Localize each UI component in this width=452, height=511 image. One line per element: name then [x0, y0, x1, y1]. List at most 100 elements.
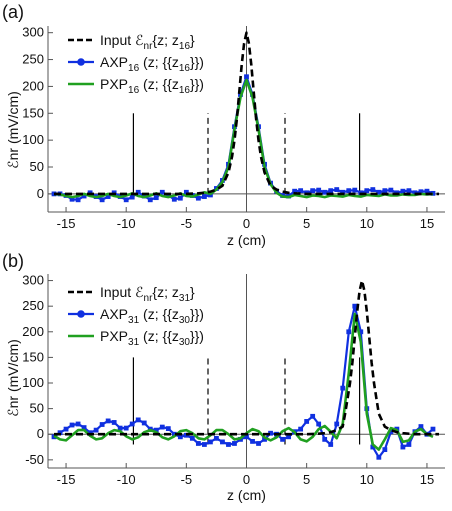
data-point — [388, 187, 394, 193]
data-point — [135, 417, 141, 423]
data-point — [69, 196, 75, 202]
legend-entry: AXP31 (z; {{z30}}) — [100, 306, 204, 326]
y-axis-label: ℰnr (mV/cm) — [5, 91, 21, 169]
data-point — [135, 189, 141, 195]
y-tick-label: 150 — [22, 105, 44, 120]
data-point — [201, 442, 207, 447]
data-point — [376, 189, 382, 195]
data-point — [81, 425, 87, 430]
series-line-2 — [53, 312, 434, 451]
data-point — [195, 195, 201, 201]
y-tick-label: 300 — [22, 273, 44, 288]
data-point — [195, 441, 201, 446]
data-point — [364, 188, 370, 194]
x-axis-label: z (cm) — [227, 487, 266, 503]
y-tick-label: 50 — [30, 159, 44, 174]
data-point — [111, 420, 117, 425]
y-tick-label: 200 — [22, 78, 44, 93]
data-point — [340, 385, 346, 391]
data-point — [159, 189, 165, 195]
data-point — [147, 197, 153, 203]
data-point — [250, 439, 255, 444]
x-tick-label: 15 — [420, 472, 434, 487]
data-point — [280, 436, 285, 442]
x-tick-label: -15 — [57, 216, 76, 231]
data-point — [129, 421, 135, 427]
data-point — [346, 188, 352, 194]
data-point — [304, 419, 310, 424]
data-point — [370, 444, 376, 450]
x-tick-label: -15 — [57, 472, 76, 487]
x-axis-label: z (cm) — [227, 232, 266, 248]
data-point — [256, 441, 261, 446]
series-line-0 — [54, 279, 439, 436]
data-point — [400, 188, 406, 194]
data-point — [352, 303, 358, 309]
data-point — [81, 193, 87, 199]
data-point — [63, 426, 69, 432]
x-tick-label: 0 — [243, 216, 250, 231]
data-point — [117, 425, 123, 431]
y-tick-label: 300 — [22, 25, 44, 40]
data-point — [334, 187, 340, 192]
data-point — [214, 435, 219, 441]
y-axis-label: ℰnr (mV/cm) — [5, 339, 21, 417]
y-tick-label: 0 — [37, 186, 44, 201]
data-point — [189, 435, 195, 441]
x-tick-label: -10 — [117, 216, 136, 231]
data-point — [418, 424, 424, 429]
data-point — [75, 197, 81, 203]
legend-swatch-marker — [77, 58, 85, 66]
data-point — [430, 190, 436, 196]
series-line-2 — [53, 78, 434, 199]
data-point — [334, 421, 340, 427]
data-point — [310, 413, 316, 419]
data-point — [220, 439, 225, 445]
legend-entry: Input ℰnr{z; z16} — [100, 32, 195, 52]
data-point — [292, 188, 298, 194]
data-point — [177, 195, 183, 201]
data-point — [358, 329, 364, 335]
data-point — [99, 422, 105, 427]
data-point — [376, 454, 382, 460]
data-point — [262, 436, 267, 442]
data-point — [406, 442, 412, 447]
data-point — [129, 194, 135, 200]
x-tick-label: 10 — [360, 472, 374, 487]
data-point — [105, 194, 111, 199]
data-point — [322, 189, 328, 195]
y-tick-label: 250 — [22, 298, 44, 313]
legend-entry: PXP31 (z; {{z30}}) — [100, 328, 204, 348]
data-point — [226, 442, 231, 447]
panel-label: (a) — [2, 2, 24, 22]
data-point — [183, 189, 189, 195]
y-tick-label: -50 — [25, 452, 44, 467]
data-point — [340, 189, 346, 195]
x-tick-label: -5 — [181, 216, 193, 231]
panel-b-chart: (b)-15 -10 -5 0 5 10 15-50050100150200250300z … — [2, 251, 445, 503]
data-point — [93, 427, 99, 433]
data-point — [123, 425, 129, 431]
y-tick-label: 150 — [22, 349, 44, 364]
data-point — [346, 329, 352, 335]
x-tick-label: 10 — [360, 216, 374, 231]
data-point — [123, 197, 129, 203]
data-point — [159, 424, 165, 430]
data-point — [141, 420, 147, 426]
data-point — [177, 434, 183, 440]
data-point — [268, 430, 273, 436]
y-tick-label: 50 — [30, 401, 44, 416]
x-tick-label: 5 — [303, 472, 310, 487]
data-point — [232, 441, 237, 446]
data-point — [57, 430, 63, 436]
data-point — [171, 196, 177, 202]
data-point — [418, 189, 424, 195]
data-point — [244, 74, 249, 80]
panel-label: (b) — [2, 251, 24, 271]
y-tick-label: 100 — [22, 375, 44, 390]
data-point — [171, 431, 177, 437]
data-point — [69, 422, 75, 428]
x-tick-label: -10 — [117, 472, 136, 487]
